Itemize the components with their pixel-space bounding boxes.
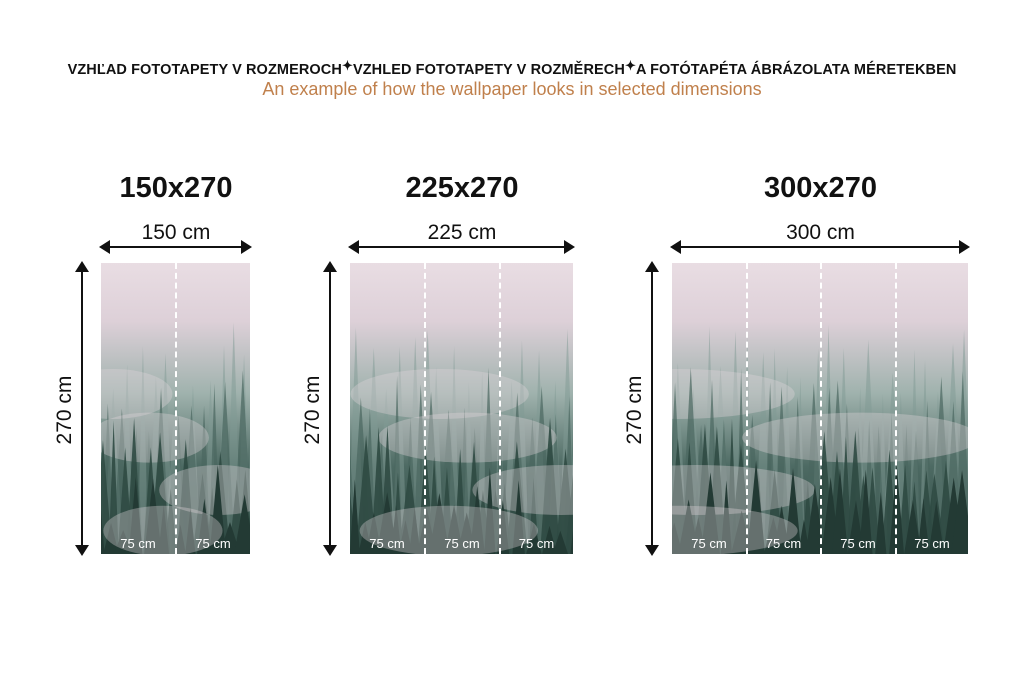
strip-label: 75 cm [195,536,231,551]
height-label: 270 cm [623,375,646,445]
tree-shape [700,472,721,554]
mist-shape [672,505,798,554]
tree-shape [904,500,922,554]
mist-shape [101,412,209,463]
tree-shape [144,478,162,554]
strip-label: 75 cm [840,536,876,551]
title-cz: VZHLED FOTOTAPETY V ROZMĚRECH [352,62,625,78]
tree-shape [484,467,496,554]
sparkle-icon: ✦ [624,58,636,73]
tree-shape [720,480,732,554]
strip-seam [424,263,426,554]
forest-image [350,327,573,554]
strip-seam [895,263,897,554]
variant-title: 150x270 [119,172,233,204]
multilingual-title: VZHĽAD FOTOTAPETY V ROZMEROCH✦VZHLED FOT… [0,58,1024,78]
strip-label: 75 cm [691,536,727,551]
strip-label: 75 cm [765,536,802,551]
strip-seam [820,263,822,554]
mist-shape [159,464,250,515]
tree-shape [469,485,485,554]
tree-shape [128,476,143,554]
tree-shape [108,420,119,554]
width-arrow [99,240,252,254]
tree-shape [175,524,186,554]
mist-shape [672,368,795,419]
tree-shape [350,479,360,554]
strip-seam [746,263,748,554]
tree-shape [429,493,450,554]
strip-seam [499,263,501,554]
forest-image [101,322,250,554]
tree-shape [398,520,413,554]
subtitle: An example of how the wallpaper looks in… [262,79,762,99]
tree-shape [875,491,887,554]
tree-shape [570,530,573,554]
mist-shape [359,505,538,554]
tree-shape [526,523,542,554]
sparkle-icon: ✦ [341,58,353,73]
width-label: 225 cm [427,221,497,244]
tree-shape [539,417,561,554]
tree-shape [197,498,212,554]
wallpaper-preview: 75 cm 75 cm 75 cm [350,263,573,554]
width-label: 300 cm [786,221,855,244]
width-arrow [670,240,970,254]
width-label: 150 cm [141,221,211,244]
strip-label: 75 cm [518,536,555,551]
tree-shape [747,460,766,554]
strip-label: 75 cm [444,536,480,551]
height-arrow [75,261,89,556]
strip-label: 75 cm [369,536,405,551]
mist-shape [350,368,529,419]
tree-shape [542,525,557,554]
width-arrow [348,240,575,254]
variant-title: 300x270 [764,172,877,204]
tree-shape [355,435,377,554]
title-sk: VZHĽAD FOTOTAPETY V ROZMEROCH [67,62,342,78]
height-arrow [645,261,659,556]
strip-label: 75 cm [914,536,950,551]
tree-shape [444,504,464,554]
mist-shape [103,505,223,554]
tree-shape [552,530,569,554]
tree-shape [390,505,402,554]
tree-shape [365,512,382,554]
tree-shape [185,508,196,554]
tree-shape [831,468,848,554]
tree-shape [784,467,802,554]
tree-shape [164,488,177,554]
mist-shape [378,412,557,463]
tree-shape [917,498,930,554]
wallpaper-preview: 75 cm 75 cm [101,263,250,554]
strip-label: 75 cm [120,536,156,551]
strip-seam [175,263,177,554]
mist-shape [101,368,173,419]
height-label: 270 cm [53,375,76,445]
tree-shape [409,506,421,554]
height-label: 270 cm [301,375,324,445]
tree-shape [859,469,873,554]
title-hu: A FOTÓTAPÉTA ÁBRÁZOLATA MÉRETEKBEN [635,62,957,78]
tree-shape [158,504,170,554]
variant-title: 225x270 [405,172,519,204]
tree-shape [137,346,149,554]
tree-shape [805,484,825,554]
tree-shape [928,500,945,554]
tree-shape [103,522,119,554]
mist-shape [472,464,573,515]
tree-shape [219,521,241,554]
wallpaper-preview: 75 cm 75 cm 75 cm 75 cm [672,263,968,554]
tree-shape [234,494,250,554]
tree-shape [113,530,133,554]
tree-shape [101,440,113,554]
forest-image [672,324,968,554]
height-arrow [323,261,337,556]
tree-shape [209,464,226,554]
tree-shape [512,480,525,554]
tree-shape [951,470,968,554]
